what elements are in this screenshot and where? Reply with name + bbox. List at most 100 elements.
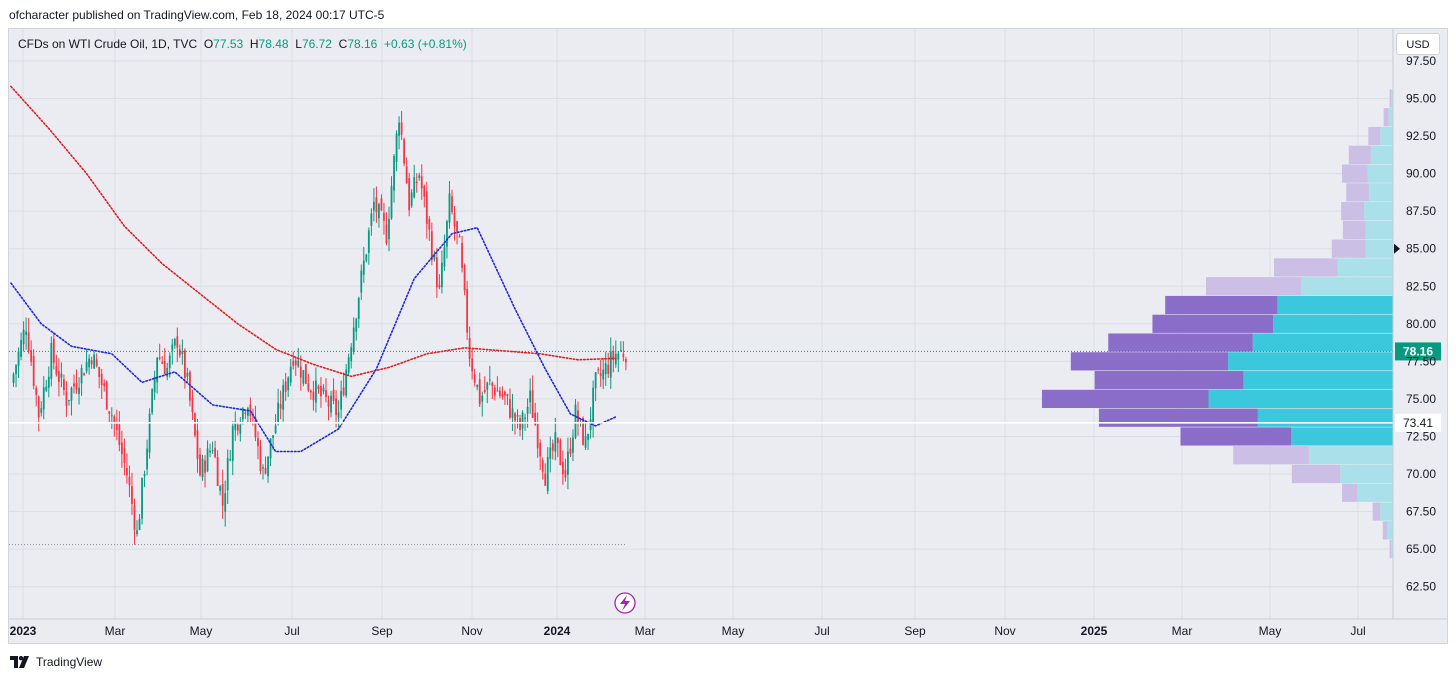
candle-body bbox=[478, 379, 481, 405]
candle-body bbox=[229, 459, 232, 461]
volume-profile-down-bar bbox=[1108, 333, 1253, 352]
volume-profile-down-bar bbox=[1206, 277, 1302, 296]
candle-body bbox=[531, 390, 534, 418]
time-tick-label: 2025 bbox=[1081, 624, 1108, 638]
candle-body bbox=[219, 486, 222, 491]
candle-body bbox=[274, 425, 277, 433]
candle-body bbox=[509, 398, 511, 418]
candle-body bbox=[307, 383, 310, 391]
candle-body bbox=[302, 370, 305, 384]
marked-level-badge bbox=[1395, 413, 1441, 432]
volume-profile-up-bar bbox=[1273, 314, 1393, 333]
volume-profile-down-bar bbox=[1342, 483, 1358, 502]
time-tick-label: 2023 bbox=[10, 624, 37, 638]
time-tick-label: Nov bbox=[461, 624, 482, 638]
candle-body bbox=[340, 390, 343, 410]
candle-body bbox=[254, 417, 257, 438]
candle-body bbox=[42, 387, 45, 410]
candle-body bbox=[315, 380, 317, 403]
candle-body bbox=[173, 339, 176, 346]
open-value: 77.53 bbox=[213, 37, 244, 51]
candle-body bbox=[57, 371, 60, 382]
candle-body bbox=[37, 396, 40, 418]
volume-profile-up-bar bbox=[1370, 145, 1393, 164]
candle-body bbox=[390, 186, 393, 219]
volume-profile-up-bar bbox=[1380, 502, 1393, 521]
candle-body bbox=[504, 391, 506, 396]
candle-body bbox=[191, 397, 194, 413]
candle-body bbox=[572, 437, 574, 453]
candle-body bbox=[448, 193, 451, 223]
dividends-marker[interactable] bbox=[614, 592, 636, 614]
volume-profile-up-bar bbox=[1364, 202, 1393, 221]
volume-profile-down-bar bbox=[1152, 314, 1274, 333]
footer-brand[interactable]: TradingView bbox=[10, 655, 102, 669]
candle-body bbox=[569, 448, 572, 454]
volume-profile-up-bar bbox=[1391, 89, 1393, 108]
candle-body bbox=[22, 329, 25, 345]
time-axis[interactable]: 2023 Mar May Jul Sep Nov 2024 Mar May Jul Sep Nov 20… bbox=[9, 618, 1448, 638]
currency-button[interactable]: USD bbox=[1396, 33, 1440, 55]
candle-body bbox=[430, 231, 433, 261]
candle-body bbox=[136, 530, 138, 534]
volume-profile-down-bar bbox=[1165, 295, 1278, 315]
candle-body bbox=[360, 270, 363, 293]
candle-body bbox=[115, 423, 118, 431]
chart-frame[interactable]: 78.16 73.41 97.50 95.00 92.50 90.00 87.50 85.0… bbox=[8, 28, 1448, 644]
candle-body bbox=[289, 366, 292, 383]
candle-body bbox=[50, 342, 53, 379]
candle-body bbox=[294, 360, 297, 366]
price-chart[interactable]: 78.16 73.41 97.50 95.00 92.50 90.00 87.50 85.0… bbox=[9, 29, 1448, 644]
candle-body bbox=[224, 493, 227, 512]
candle-body bbox=[443, 247, 446, 267]
price-tick-label: 70.00 bbox=[1406, 467, 1436, 481]
price-axis[interactable]: 97.50 95.00 92.50 90.00 87.50 85.00 82.50 80.00… bbox=[1392, 29, 1436, 619]
candle-body bbox=[211, 450, 214, 452]
candle-body bbox=[461, 243, 463, 268]
candle-body bbox=[25, 331, 28, 336]
candle-body bbox=[88, 358, 91, 368]
candle-body bbox=[241, 408, 244, 420]
symbol-legend[interactable]: CFDs on WTI Crude Oil, 1D, TVC O77.53 H7… bbox=[18, 37, 467, 51]
candle-body bbox=[370, 213, 373, 226]
candle-body bbox=[375, 197, 378, 213]
candle-body bbox=[93, 354, 96, 369]
candle-body bbox=[322, 387, 325, 392]
candle-body bbox=[163, 360, 166, 375]
scale-arrow-icon bbox=[1394, 243, 1400, 254]
volume-profile-down-bar bbox=[1382, 521, 1388, 540]
candle-body bbox=[78, 387, 80, 395]
time-tick-label: 2024 bbox=[544, 624, 571, 638]
candle-body bbox=[12, 374, 15, 384]
candle-body bbox=[70, 387, 73, 401]
candle-body bbox=[446, 221, 448, 247]
volume-profile-up-bar bbox=[1380, 126, 1393, 146]
candle-body bbox=[491, 382, 494, 386]
candle-body bbox=[549, 447, 552, 459]
volume-profile-up-bar bbox=[1365, 220, 1393, 240]
candle-body bbox=[226, 458, 229, 491]
candle-body bbox=[483, 389, 486, 392]
candle-body bbox=[514, 413, 516, 421]
price-tick-label: 75.00 bbox=[1406, 392, 1436, 406]
candle-body bbox=[584, 436, 587, 448]
lightning-icon bbox=[620, 595, 630, 611]
candle-body bbox=[622, 353, 625, 358]
candle-body bbox=[607, 364, 610, 374]
candle-body bbox=[83, 373, 85, 376]
candle-body bbox=[544, 473, 547, 486]
candle-body bbox=[118, 424, 121, 445]
volume-profile-up-bar bbox=[1208, 389, 1393, 408]
footer-brand-name: TradingView bbox=[36, 655, 103, 669]
volume-profile-up-bar bbox=[1388, 108, 1393, 127]
moving-average-short-line bbox=[10, 226, 617, 453]
volume-profile-up-bar bbox=[1357, 483, 1393, 502]
last-price-label: 78.16 bbox=[1403, 344, 1433, 358]
candle-body bbox=[246, 408, 249, 417]
open-label: O bbox=[203, 37, 214, 51]
candle-body bbox=[133, 505, 136, 530]
candle-body bbox=[624, 358, 627, 363]
candle-body bbox=[123, 448, 126, 463]
candle-body bbox=[604, 363, 607, 375]
candle-body bbox=[395, 133, 398, 162]
